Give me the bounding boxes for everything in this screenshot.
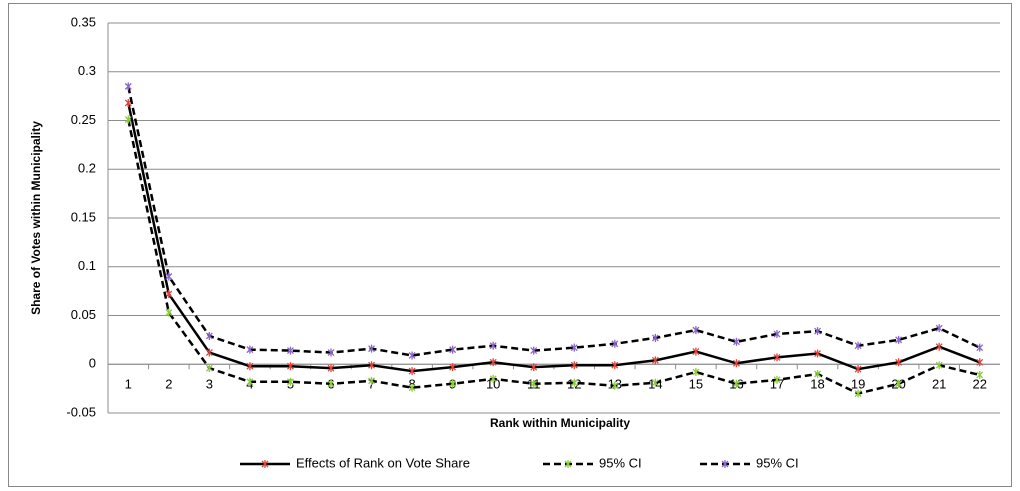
marker — [449, 379, 457, 388]
series-line — [127, 86, 981, 357]
marker — [692, 326, 700, 335]
marker — [286, 377, 294, 386]
marker — [935, 361, 943, 370]
marker — [976, 358, 984, 367]
marker — [814, 370, 822, 378]
legend-label: Effects of Rank on Vote Share — [296, 455, 470, 470]
marker — [651, 356, 659, 365]
marker — [570, 361, 578, 370]
marker — [773, 330, 781, 339]
marker — [408, 367, 416, 376]
y-tick-label: 0 — [89, 356, 96, 371]
marker — [408, 351, 416, 360]
y-tick-label: 0.1 — [78, 258, 96, 273]
marker — [530, 379, 538, 388]
marker — [205, 348, 213, 357]
marker — [611, 361, 619, 370]
x-tick-label: 3 — [206, 377, 213, 392]
marker — [976, 370, 984, 379]
legend-label: 95% CI — [756, 455, 799, 470]
marker — [165, 308, 173, 317]
marker — [449, 345, 457, 354]
marker — [327, 348, 335, 357]
marker — [489, 358, 497, 367]
x-tick-label: 15 — [689, 377, 703, 392]
marker — [814, 349, 822, 358]
marker — [773, 375, 781, 384]
marker — [489, 341, 497, 350]
marker — [489, 374, 497, 383]
marker — [368, 376, 376, 385]
y-tick-label: 0.25 — [71, 112, 96, 127]
marker — [165, 272, 173, 281]
marker — [773, 353, 781, 362]
marker — [530, 363, 538, 372]
marker — [570, 378, 578, 387]
marker — [732, 337, 740, 346]
marker — [246, 362, 254, 371]
marker — [246, 345, 254, 354]
marker — [732, 379, 740, 388]
series-line — [127, 102, 981, 373]
marker — [935, 342, 943, 351]
x-tick-label: 18 — [810, 377, 824, 392]
y-tick-label: 0.2 — [78, 161, 96, 176]
marker — [895, 379, 903, 388]
y-tick-label: 0.35 — [71, 14, 96, 29]
y-tick-label: 0.15 — [71, 209, 96, 224]
marker — [408, 383, 416, 392]
x-tick-label: 10 — [486, 377, 500, 392]
marker — [449, 363, 457, 372]
marker — [692, 347, 700, 356]
chart-border — [8, 3, 1012, 487]
marker — [530, 346, 538, 355]
marker — [124, 82, 132, 91]
marker — [261, 460, 269, 468]
marker — [286, 346, 294, 355]
marker — [611, 339, 619, 348]
x-tick-label: 2 — [165, 377, 172, 392]
marker — [327, 379, 335, 388]
marker — [205, 331, 213, 340]
marker — [564, 460, 572, 468]
marker — [570, 343, 578, 352]
marker — [895, 335, 903, 344]
series-line — [127, 119, 981, 395]
marker — [854, 389, 862, 398]
marker — [895, 358, 903, 367]
marker — [368, 344, 376, 353]
marker — [814, 327, 822, 336]
y-tick-label: 0.3 — [78, 63, 96, 78]
y-tick-label: 0.05 — [71, 307, 96, 322]
marker — [286, 362, 294, 371]
marker — [721, 460, 729, 468]
marker — [732, 359, 740, 368]
marker — [611, 381, 619, 390]
marker — [854, 341, 862, 350]
marker — [976, 343, 984, 352]
marker — [651, 378, 659, 387]
marker — [246, 377, 254, 386]
x-axis-title: Rank within Municipality — [490, 416, 630, 430]
legend-label: 95% CI — [599, 455, 642, 470]
y-tick-label: -0.05 — [66, 404, 96, 419]
marker — [692, 368, 700, 377]
x-tick-label: 19 — [851, 377, 865, 392]
x-tick-label: 21 — [932, 377, 946, 392]
marker — [935, 324, 943, 333]
x-tick-label: 22 — [972, 377, 986, 392]
x-tick-label: 1 — [125, 377, 132, 392]
marker — [205, 364, 213, 373]
marker — [854, 365, 862, 374]
marker — [651, 333, 659, 342]
marker — [327, 364, 335, 373]
marker — [124, 115, 132, 124]
marker — [165, 290, 173, 299]
marker — [368, 361, 376, 370]
y-axis-title: Share of Votes within Municipality — [29, 121, 43, 315]
